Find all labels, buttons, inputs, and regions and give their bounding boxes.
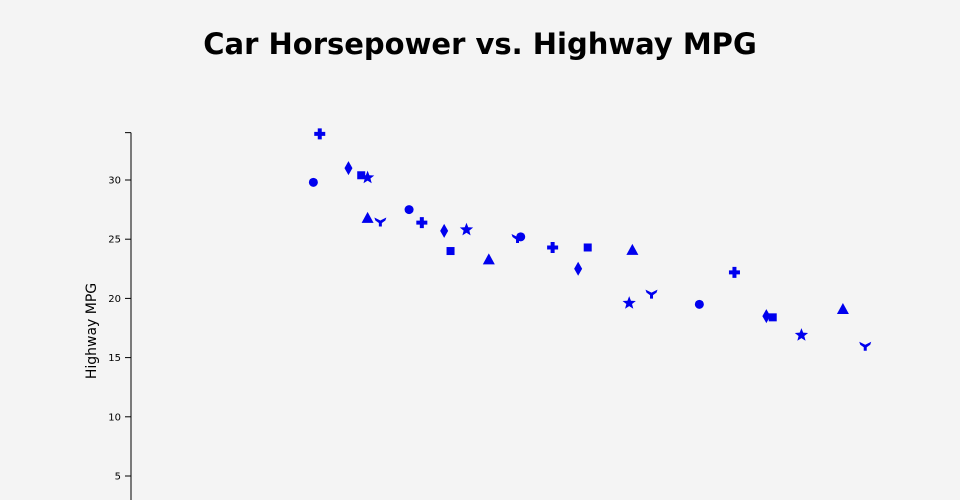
data-point-square	[357, 171, 366, 180]
data-point-diamond	[574, 261, 583, 276]
y-tick-label: 5	[115, 472, 121, 483]
y-tick-label: 30	[108, 176, 121, 187]
data-point-square	[583, 243, 592, 252]
data-points	[308, 128, 872, 351]
data-point-plus	[547, 241, 559, 253]
y-axis: 5 10 15 20 25 30	[108, 132, 132, 500]
y-axis-label: Highway MPG	[84, 283, 100, 379]
data-point-plus	[416, 217, 428, 229]
data-point-square	[446, 247, 455, 256]
data-point-square	[768, 313, 777, 322]
data-point-triangle	[482, 253, 495, 265]
data-point-triangle	[836, 303, 849, 315]
data-point-tri	[859, 341, 872, 351]
data-point-plus	[728, 266, 740, 278]
y-tick-label: 10	[108, 412, 121, 423]
data-point-diamond	[762, 309, 771, 324]
y-tick-label: 25	[108, 235, 121, 246]
data-point-plus	[314, 128, 326, 140]
data-point-circle	[308, 177, 318, 187]
data-point-star	[459, 222, 474, 236]
data-point-diamond	[344, 161, 353, 176]
data-point-circle	[404, 205, 414, 215]
y-tick-label: 15	[108, 353, 121, 364]
data-point-circle	[516, 232, 526, 242]
y-tick-label: 20	[108, 294, 121, 305]
data-point-star	[794, 328, 809, 341]
data-point-triangle	[361, 211, 374, 223]
data-point-circle	[694, 299, 704, 309]
data-point-diamond	[440, 223, 449, 238]
data-point-star	[360, 170, 375, 184]
data-point-triangle	[626, 243, 639, 255]
data-point-tri	[645, 289, 658, 299]
data-point-tri	[374, 217, 387, 227]
data-point-star	[622, 296, 636, 309]
chart-title: Car Horsepower vs. Highway MPG	[203, 27, 757, 61]
